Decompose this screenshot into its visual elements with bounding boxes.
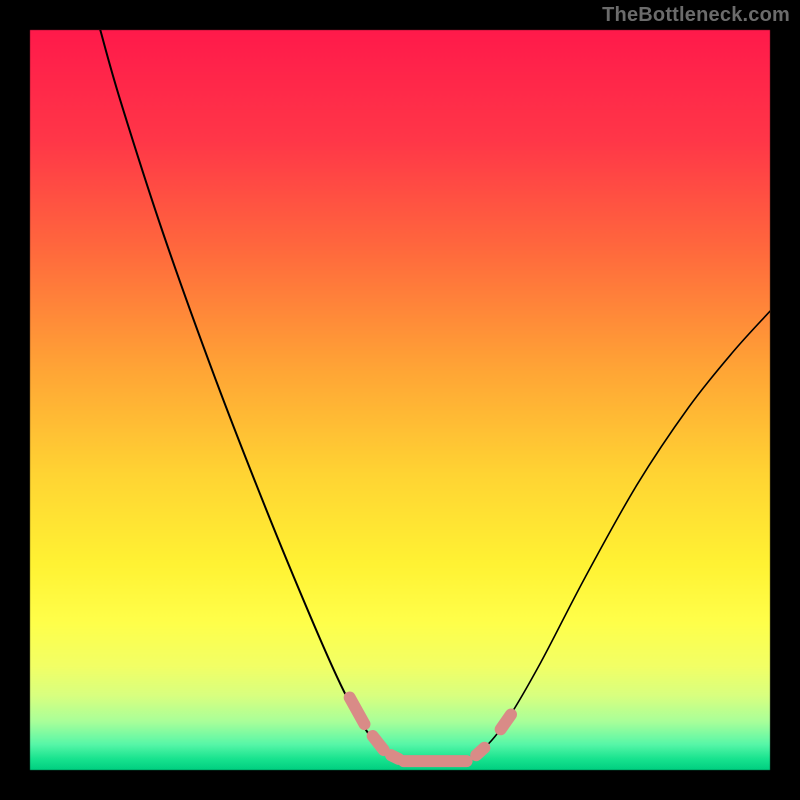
v-curve-left (100, 30, 429, 766)
v-curve-right (430, 311, 770, 765)
curve-layer (0, 0, 800, 800)
chart-stage: TheBottleneck.com (0, 0, 800, 800)
trough-dash-overlay (350, 697, 511, 761)
watermark-text: TheBottleneck.com (602, 4, 790, 27)
